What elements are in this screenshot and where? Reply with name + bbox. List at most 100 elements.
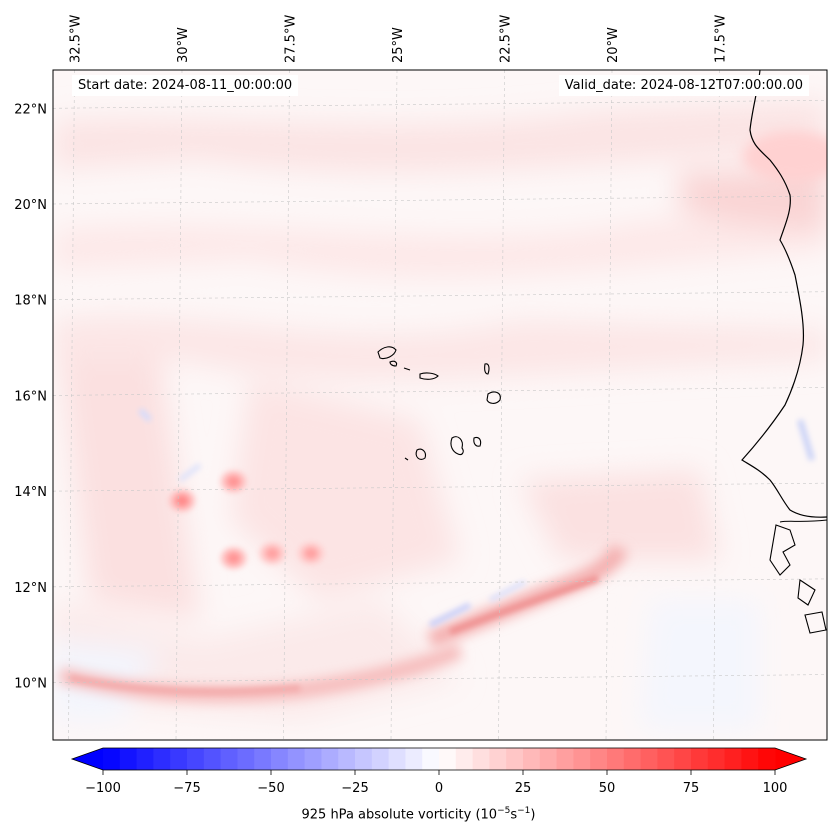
colorbar-tick-label: 0 (435, 781, 443, 796)
lat-tick-label: 20°N (14, 198, 47, 213)
lat-tick-label: 18°N (14, 294, 47, 309)
colorbar-segment (691, 748, 709, 770)
colorbar-segment (388, 748, 406, 770)
gridline-lon (713, 70, 720, 740)
lat-tick-label: 22°N (14, 102, 47, 117)
lon-tick-label: 22.5°W (499, 15, 514, 63)
colorbar: −100 −75 −50 −25 0 25 50 75 100 (70, 747, 808, 796)
colorbar-segment (657, 748, 675, 770)
island-fogo (415, 448, 426, 460)
colorbar-segment (153, 748, 171, 770)
vorticity-blob (175, 494, 189, 507)
colorbar-segment (422, 748, 440, 770)
colorbar-segment (573, 748, 591, 770)
colorbar-segment (707, 748, 726, 770)
lon-tick-label: 32.5°W (69, 15, 84, 63)
colorbar-tick-label: −50 (257, 781, 284, 796)
colorbar-segment (187, 748, 205, 770)
colorbar-extend-max (775, 748, 806, 770)
colorbar-segment (355, 748, 373, 770)
gridline-lon (390, 70, 398, 740)
colorbar-segment (203, 748, 222, 770)
vorticity-negative-streak (137, 407, 153, 423)
island-sao-vicente (389, 360, 398, 367)
gridline-lon (605, 70, 613, 740)
colorbar-segment (523, 748, 541, 770)
island-santiago (450, 436, 464, 456)
colorbar-label-suffix: ) (530, 807, 536, 823)
map-area (53, 70, 827, 740)
colorbar-segment (439, 748, 457, 770)
gridline-lon (175, 70, 183, 740)
colorbar-segment (455, 748, 474, 770)
africa-coastline (741, 70, 827, 518)
island-boa-vista (486, 391, 501, 404)
colorbar-segment (405, 748, 423, 770)
colorbar-label-mid: s (510, 807, 518, 823)
colorbar-label-prefix: 925 hPa absolute vorticity (10 (301, 807, 498, 823)
lon-tick-label: 27.5°W (284, 15, 299, 63)
vorticity-band-core (448, 575, 600, 635)
colorbar-tick-label: 75 (683, 781, 700, 796)
island-sal (484, 363, 490, 375)
colorbar-segment (506, 748, 524, 770)
vorticity-negative-streak (488, 579, 527, 603)
island-santa-luzia (403, 367, 411, 371)
vorticity-blob (304, 547, 318, 560)
colorbar-segment (321, 748, 339, 770)
colorbar-segment (741, 748, 759, 770)
guinea-bissau-coast (769, 524, 827, 634)
colorbar-tick-label: −100 (85, 781, 121, 796)
colorbar-label-exp2: −1 (517, 806, 531, 816)
lon-tick-label: 25°W (391, 27, 406, 63)
colorbar-segment (539, 748, 558, 770)
colorbar-segment (556, 748, 574, 770)
vorticity-coastal-max (742, 131, 827, 182)
lat-tick-label: 16°N (14, 389, 47, 404)
vorticity-blob (226, 475, 241, 488)
colorbar-segment (271, 748, 289, 770)
island-sao-nicolau (419, 372, 439, 380)
longitude-labels: 32.5°W 30°W 27.5°W 25°W 22.5°W 20°W 17.5°W (69, 15, 729, 63)
colorbar-segment (237, 748, 255, 770)
vorticity-blob (226, 552, 241, 565)
start-date-label: Start date: 2024-08-11_00:00:00 (72, 75, 299, 96)
colorbar-extend-min (72, 748, 103, 770)
colorbar-segment (724, 748, 742, 770)
lat-tick-label: 10°N (14, 677, 47, 692)
island-brava (404, 457, 409, 461)
lon-tick-label: 30°W (176, 27, 191, 63)
colorbar-tick-label: 25 (515, 781, 532, 796)
vorticity-field-background (53, 100, 827, 730)
colorbar-segment (103, 748, 121, 770)
colorbar-tick-label: 100 (763, 781, 788, 796)
lat-tick-label: 14°N (14, 485, 47, 500)
colorbar-segment (674, 748, 692, 770)
colorbar-ticks: −100 −75 −50 −25 0 25 50 75 100 (85, 770, 787, 796)
vorticity-negative-streak (178, 463, 202, 482)
colorbar-segment (304, 748, 322, 770)
colorbar-segment (119, 748, 138, 770)
vorticity-negative-streak (428, 602, 472, 628)
colorbar-segment (220, 748, 238, 770)
colorbar-segment (640, 748, 658, 770)
lat-tick-label: 12°N (14, 581, 47, 596)
colorbar-tick-label: 50 (599, 781, 616, 796)
colorbar-segment (590, 748, 608, 770)
colorbar-segment (287, 748, 306, 770)
gridline-lon (68, 70, 75, 740)
gridline-lon (498, 70, 505, 740)
lon-tick-label: 17.5°W (714, 15, 729, 63)
latitude-labels: 22°N 20°N 18°N 16°N 14°N 12°N 10°N (14, 102, 47, 691)
graticule (53, 70, 827, 740)
colorbar-tick-label: −75 (173, 781, 200, 796)
colorbar-segment (758, 748, 776, 770)
vorticity-negative-streak (797, 419, 815, 461)
gridline-lon (283, 70, 290, 740)
colorbar-tick-label: −25 (341, 781, 368, 796)
colorbar-segment (371, 748, 390, 770)
colorbar-segment (472, 748, 490, 770)
colorbar-segment (136, 748, 154, 770)
map-frame (52, 69, 828, 741)
